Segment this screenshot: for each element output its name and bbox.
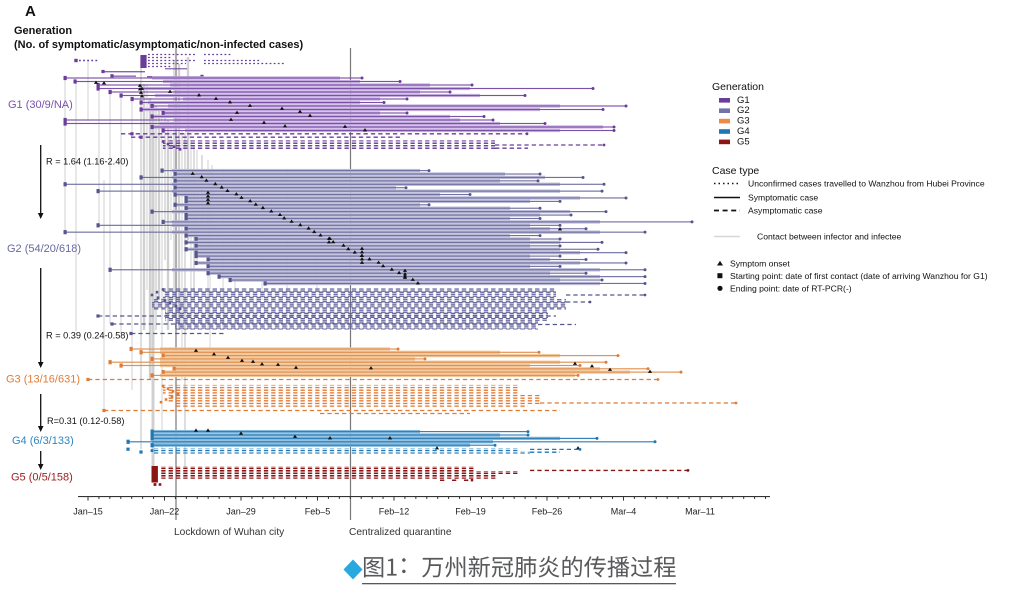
svg-text:G3 (13/16/631): G3 (13/16/631) xyxy=(6,374,80,386)
svg-text:Generation: Generation xyxy=(14,25,72,37)
svg-text:Unconfirmed cases travelled to: Unconfirmed cases travelled to Wanzhou f… xyxy=(748,179,985,189)
svg-text:Jan–22: Jan–22 xyxy=(150,507,180,517)
svg-text:Lockdown of Wuhan city: Lockdown of Wuhan city xyxy=(174,527,285,538)
svg-text:Case type: Case type xyxy=(712,165,759,177)
svg-text:R = 1.64 (1.16-2.40): R = 1.64 (1.16-2.40) xyxy=(46,157,128,167)
svg-text:G3: G3 xyxy=(737,116,750,127)
svg-text:Symptom onset: Symptom onset xyxy=(730,259,790,269)
svg-text:R=0.31 (0.12-0.58): R=0.31 (0.12-0.58) xyxy=(47,416,124,426)
svg-text:Feb–19: Feb–19 xyxy=(455,507,486,517)
svg-text:G5 (0/5/158): G5 (0/5/158) xyxy=(11,472,73,484)
svg-text:G1 (30/9/NA): G1 (30/9/NA) xyxy=(8,99,73,111)
svg-text:Ending point: date of RT-PCR(-: Ending point: date of RT-PCR(-) xyxy=(730,284,852,294)
svg-text:G1: G1 xyxy=(737,95,750,106)
svg-text:Jan–29: Jan–29 xyxy=(226,507,256,517)
svg-text:Contact between infector and i: Contact between infector and infectee xyxy=(757,232,901,242)
svg-text:Starting point: date of first: Starting point: date of first contact (d… xyxy=(730,271,988,281)
svg-text:Feb–5: Feb–5 xyxy=(305,507,331,517)
svg-text:Feb–12: Feb–12 xyxy=(379,507,410,517)
svg-text:(No. of symptomatic/asymptomat: (No. of symptomatic/asymptomatic/non-inf… xyxy=(14,39,303,51)
svg-text:Feb–26: Feb–26 xyxy=(532,507,563,517)
svg-text:G2 (54/20/618): G2 (54/20/618) xyxy=(7,243,81,255)
svg-text:Mar–11: Mar–11 xyxy=(685,507,715,517)
svg-text:G5: G5 xyxy=(737,136,750,147)
svg-text:G4 (6/3/133): G4 (6/3/133) xyxy=(12,435,74,447)
svg-text:Asymptomatic case: Asymptomatic case xyxy=(748,206,823,216)
svg-text:R = 0.39 (0.24-0.58): R = 0.39 (0.24-0.58) xyxy=(46,331,128,341)
svg-text:Jan–15: Jan–15 xyxy=(73,507,103,517)
svg-text:Mar–4: Mar–4 xyxy=(611,507,637,517)
svg-text:Symptomatic case: Symptomatic case xyxy=(748,193,818,203)
svg-text:G2: G2 xyxy=(737,105,750,116)
svg-text:Generation: Generation xyxy=(712,81,764,93)
svg-text:G4: G4 xyxy=(737,126,750,137)
svg-text:Centralized quarantine: Centralized quarantine xyxy=(349,527,452,538)
svg-text:A: A xyxy=(25,3,36,20)
